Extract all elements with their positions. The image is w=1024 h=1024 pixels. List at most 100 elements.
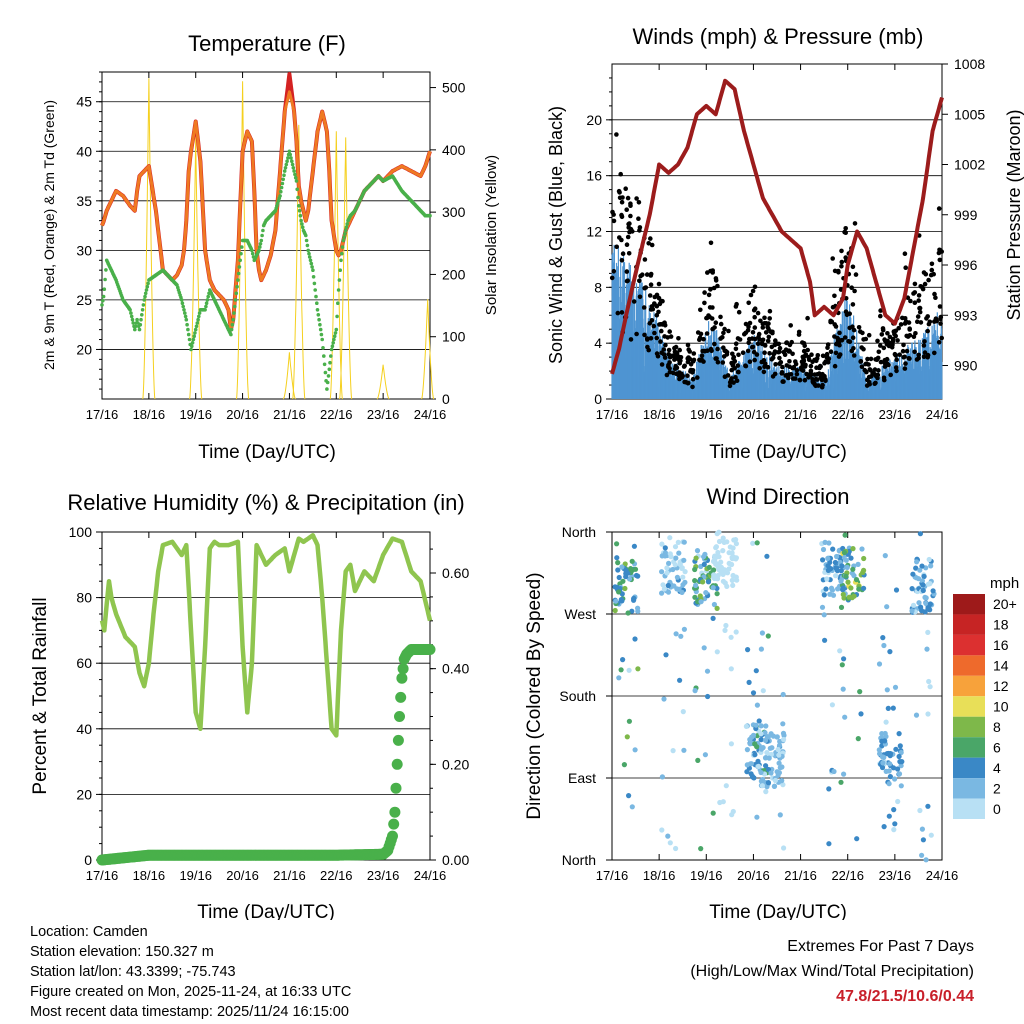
dewpoint-point (315, 301, 319, 306)
direction-point (729, 556, 736, 562)
gust-point (881, 375, 887, 381)
direction-point (883, 768, 889, 775)
direction-point (701, 561, 707, 568)
dewpoint-point (196, 317, 200, 322)
direction-point (743, 723, 750, 730)
temperature-xtick-label: 18/16 (133, 407, 166, 422)
gust-point (912, 290, 918, 295)
dewpoint-point (133, 327, 137, 332)
direction-point (925, 581, 932, 587)
temperature-xlabel: Time (Day/UTC) (198, 442, 336, 463)
direction-point (921, 573, 927, 579)
gust-point (830, 256, 835, 261)
dewpoint-point (128, 308, 132, 312)
gust-point (674, 365, 680, 371)
direction-point (826, 540, 832, 546)
direction-point (850, 546, 856, 552)
direction-point (765, 780, 772, 786)
winds-y2tick-label: 996 (954, 257, 978, 273)
gust-point (662, 323, 668, 328)
direction-point (744, 769, 750, 775)
direction-point (668, 554, 674, 560)
temperature-ytick-label: 40 (76, 143, 92, 159)
gust-point (833, 324, 839, 329)
dewpoint-point (102, 287, 107, 292)
dewpoint-point (232, 311, 236, 315)
temperature-xtick-label: 22/16 (320, 407, 353, 422)
humidity-xtick-label: 18/16 (133, 868, 166, 883)
gust-point (630, 229, 635, 234)
direction-point (916, 600, 922, 606)
direction-series (612, 529, 937, 863)
dewpoint-point (317, 317, 321, 322)
colorbar-swatch (953, 737, 985, 758)
direction-point (614, 541, 620, 547)
direction-point (826, 786, 832, 792)
gust-point (652, 330, 657, 336)
dewpoint-point (141, 303, 146, 307)
direction-point (892, 776, 898, 782)
gust-point (638, 273, 643, 279)
direction-xtick-label: 22/16 (831, 868, 864, 883)
gust-point (932, 291, 937, 297)
direction-point (829, 702, 836, 708)
dewpoint-point (295, 187, 300, 192)
direction-point (884, 687, 890, 693)
temperature-xtick-label: 23/16 (367, 407, 400, 422)
gust-point (938, 316, 943, 322)
direction-point (841, 549, 848, 556)
gust-point (937, 257, 943, 263)
gust-point (908, 298, 913, 304)
gust-point (819, 384, 825, 390)
gust-point (727, 380, 733, 385)
direction-point (710, 615, 716, 622)
direction-point (764, 784, 770, 790)
direction-point (853, 577, 860, 583)
direction-point (681, 747, 687, 753)
direction-point (884, 751, 890, 757)
temperature-ytick-label: 20 (76, 341, 92, 357)
direction-point (914, 559, 920, 565)
gust-point (666, 352, 671, 357)
dewpoint-point (229, 327, 234, 332)
gust-point (687, 356, 693, 362)
precip-point (396, 672, 408, 684)
temperature-y2tick-label: 200 (442, 266, 466, 282)
gust-point (762, 315, 767, 321)
direction-point (925, 629, 931, 636)
direction-point (762, 737, 769, 744)
gust-point (698, 331, 704, 337)
gust-point (866, 332, 872, 338)
direction-point (667, 840, 673, 846)
direction-point (909, 586, 915, 592)
gust-point (926, 277, 931, 283)
colorbar-label: 16 (993, 637, 1009, 653)
gust-point (793, 361, 799, 367)
gust-point (794, 368, 800, 373)
dewpoint-point (193, 327, 198, 332)
direction-point (682, 569, 688, 575)
direction-xtick-label: 24/16 (926, 868, 959, 883)
gust-point (917, 305, 923, 311)
gust-point (777, 349, 782, 355)
dewpoint-point (191, 337, 196, 342)
gust-point (915, 314, 921, 319)
gust-point (766, 334, 772, 340)
direction-point (910, 602, 917, 608)
direction-point (626, 718, 633, 724)
humidity-ytick-label: 100 (69, 524, 93, 540)
gust-point (856, 325, 862, 330)
dewpoint-point (335, 314, 339, 319)
gust-point (849, 348, 855, 354)
dewpoint-point (320, 337, 325, 342)
gust-point (617, 235, 622, 240)
gust-point (842, 335, 848, 340)
direction-point (710, 558, 717, 565)
dewpoint-point (236, 271, 241, 276)
gust-point (902, 321, 908, 326)
direction-point (635, 666, 641, 672)
gust-point (917, 309, 923, 315)
direction-point (715, 549, 721, 556)
direction-point (858, 711, 864, 717)
direction-xtick-label: 18/16 (643, 868, 676, 883)
